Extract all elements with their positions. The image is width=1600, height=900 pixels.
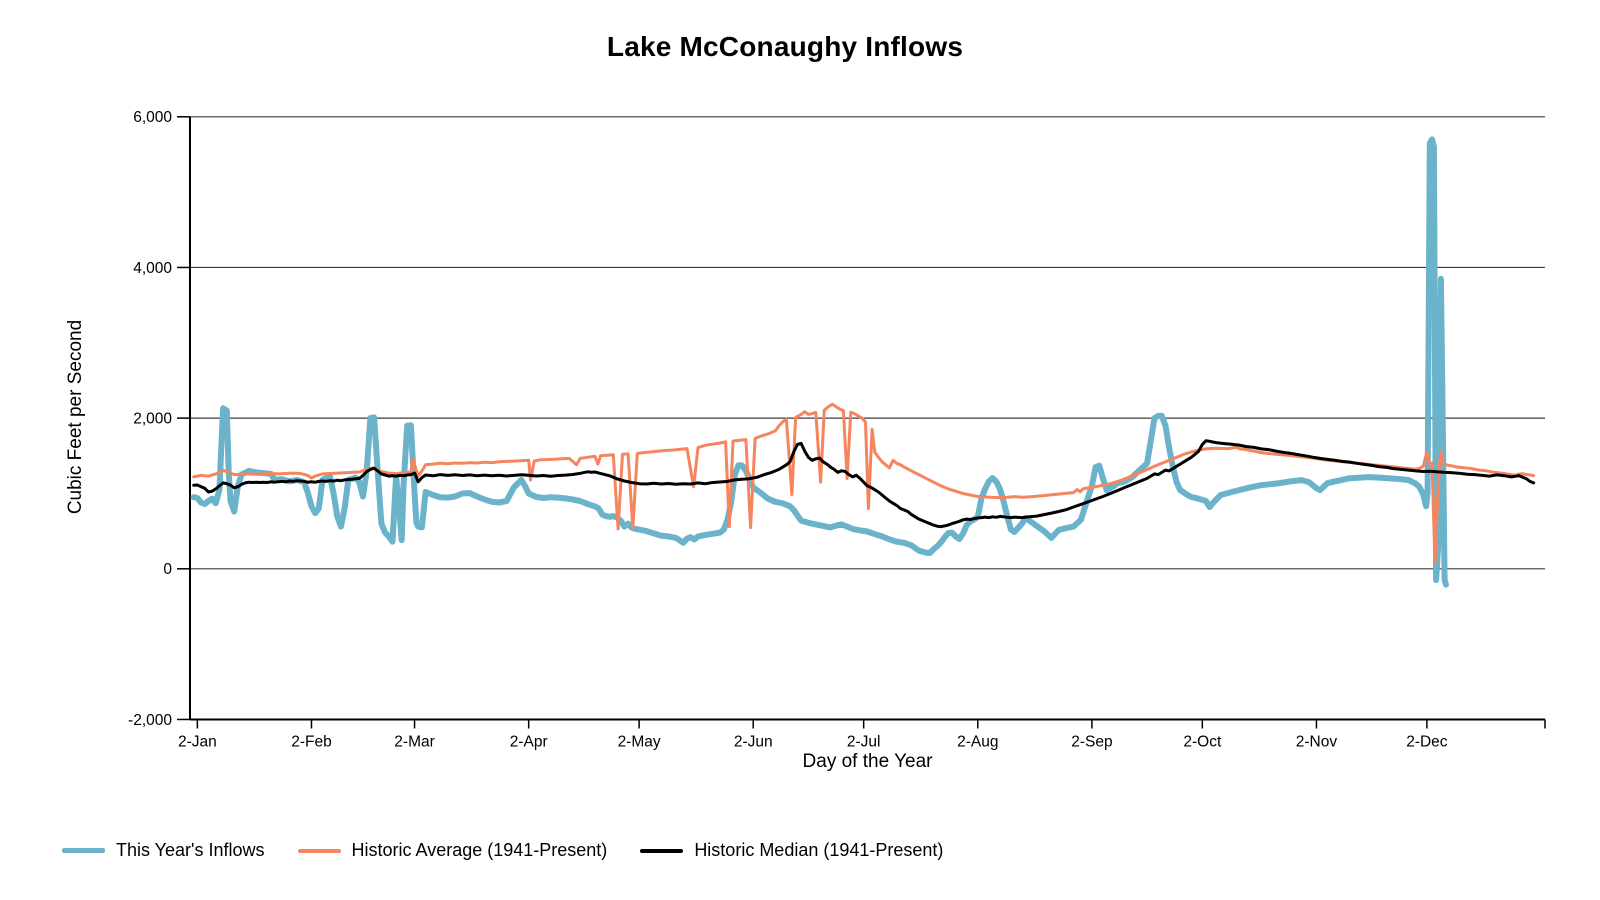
legend-line-swatch-icon bbox=[297, 848, 341, 853]
legend-item-this-years-inflows: This Year's Inflows bbox=[62, 840, 265, 861]
y-tick-label: 2,000 bbox=[133, 411, 172, 428]
x-tick-label: 2-Jul bbox=[847, 733, 881, 750]
legend-line-swatch-icon bbox=[640, 848, 684, 853]
legend-item-historic-median: Historic Median (1941-Present) bbox=[640, 840, 943, 861]
x-tick-label: 2-Nov bbox=[1296, 733, 1338, 750]
x-tick-label: 2-Oct bbox=[1183, 733, 1222, 750]
legend-line-swatch-icon bbox=[62, 848, 105, 853]
x-tick-label: 2-May bbox=[618, 733, 661, 750]
legend-item-historic-average: Historic Average (1941-Present) bbox=[297, 840, 608, 861]
y-tick-label: 6,000 bbox=[133, 109, 172, 126]
series-line-this-years-inflows bbox=[190, 136, 1449, 588]
x-tick-label: 2-Jun bbox=[734, 733, 773, 750]
legend: This Year's Inflows Historic Average (19… bbox=[62, 840, 943, 861]
x-tick-label: 2-Sep bbox=[1071, 733, 1112, 750]
series-line-historic-median bbox=[192, 439, 1536, 529]
legend-label: Historic Median (1941-Present) bbox=[694, 840, 944, 860]
x-tick-label: 2-Aug bbox=[957, 733, 998, 750]
x-axis-title: Day of the Year bbox=[802, 751, 933, 772]
y-tick-label: 4,000 bbox=[133, 260, 172, 277]
x-tick-label: 2-Feb bbox=[291, 733, 332, 750]
x-tick-label: 2-Jan bbox=[178, 733, 217, 750]
chart-title: Lake McConaughy Inflows bbox=[606, 31, 964, 62]
legend-label: Historic Average (1941-Present) bbox=[351, 840, 608, 860]
legend-label: This Year's Inflows bbox=[116, 840, 265, 860]
x-tick-label: 2-Apr bbox=[510, 733, 548, 750]
plot-area: -2,000 0 2,000 4,000 6,000 2-Jan 2-Feb 2-Mar 2-A… bbox=[128, 109, 1546, 750]
y-tick-label: -2,000 bbox=[128, 712, 172, 729]
y-tick-label: 0 bbox=[163, 561, 172, 578]
x-tick-label: 2-Dec bbox=[1406, 733, 1448, 750]
x-tick-label: 2-Mar bbox=[394, 733, 434, 750]
